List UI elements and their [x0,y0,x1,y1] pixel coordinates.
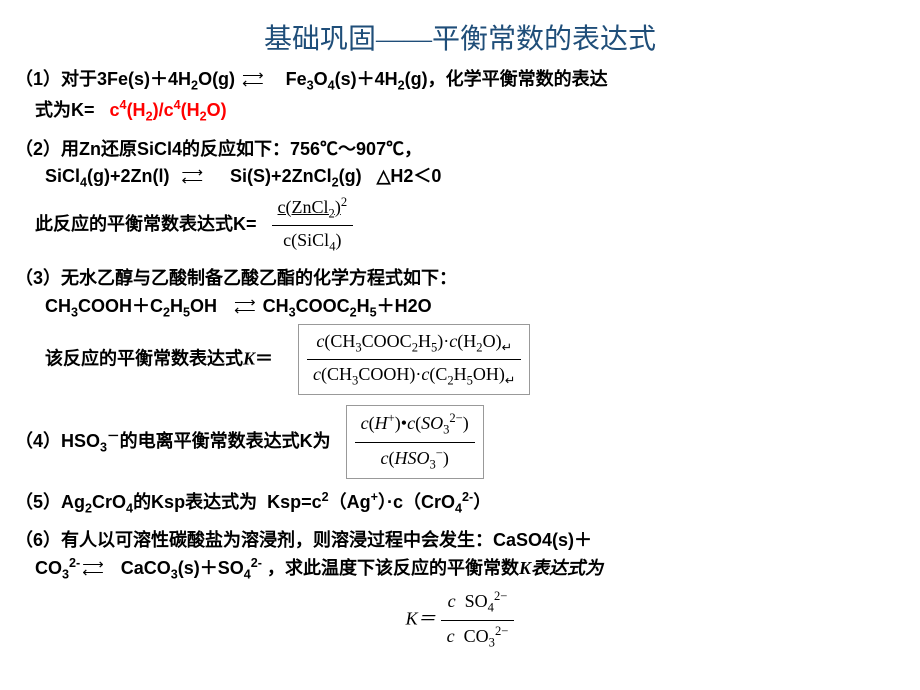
p6-fraction: c SO42− c CO32− [441,588,515,651]
p1-eq: 3Fe(s)＋4H2O(g) ⟶⟵ Fe3O4(s)＋4H2(g)，化学平衡常数… [97,69,608,89]
p6-label: （6）有人以可溶性碳酸盐为溶浸剂，则溶浸过程中会发生：CaSO4(s)＋ [15,528,905,553]
p1-answer: c4(H2)/c4(H2O) [110,100,227,120]
p5-label: （5）Ag2CrO4的Ksp表达式为 Ksp=c2（Ag+）·c（CrO42-） [15,489,905,518]
p1-line2: 式为K= [35,100,95,120]
p4-fraction: c(H+)•c(SO32−) c(HSO3−) [355,410,475,473]
problem-4: （4）HSO3－的电离平衡常数表达式K为 c(H+)•c(SO32−) c(HS… [15,405,905,478]
p3-label: （3）无水乙醇与乙酸制备乙酸乙酯的化学方程式如下： [15,266,905,291]
p3-line3: 该反应的平衡常数表达式K＝ [45,348,273,368]
p2-eq: SiCl4(g)+2Zn(l) ⟶⟵ Si(S)+2ZnCl2(g) △H2＜0 [15,164,905,192]
p3-fraction: c(CH3COOC2H5)·c(H2O)↵ c(CH3COOH)·c(C2H5O… [307,329,521,390]
p3-box: c(CH3COOC2H5)·c(H2O)↵ c(CH3COOH)·c(C2H5O… [298,324,530,395]
p2-fraction: c(ZnCl2)2 c(SiCl4) [272,194,354,256]
p1-label: （1）对于 [15,69,97,89]
p4-label: （4）HSO3－的电离平衡常数表达式K为 [15,431,331,451]
p6-k: K＝ [406,609,436,629]
p4-box: c(H+)•c(SO32−) c(HSO3−) [346,405,484,478]
problem-5: （5）Ag2CrO4的Ksp表达式为 Ksp=c2（Ag+）·c（CrO42-） [15,489,905,518]
p2-line3: 此反应的平衡常数表达式K= [35,214,257,234]
p6-line2: CO32-⟶⟵ CaCO3(s)＋SO42- ，求此温度下该反应的平衡常数K表达… [15,555,905,584]
problem-3: （3）无水乙醇与乙酸制备乙酸乙酯的化学方程式如下： CH3COOH＋C2H5OH… [15,266,905,395]
page-title: 基础巩固——平衡常数的表达式 [15,20,905,59]
problem-6: （6）有人以可溶性碳酸盐为溶浸剂，则溶浸过程中会发生：CaSO4(s)＋ CO3… [15,528,905,652]
problem-1: （1）对于3Fe(s)＋4H2O(g) ⟶⟵ Fe3O4(s)＋4H2(g)，化… [15,67,905,126]
p2-label: （2）用Zn还原SiCl4的反应如下：756℃～907℃， [15,137,905,162]
problem-2: （2）用Zn还原SiCl4的反应如下：756℃～907℃， SiCl4(g)+2… [15,137,905,257]
p3-eq: CH3COOH＋C2H5OH ⟶⟵ CH3COOC2H5＋H2O [15,294,905,322]
